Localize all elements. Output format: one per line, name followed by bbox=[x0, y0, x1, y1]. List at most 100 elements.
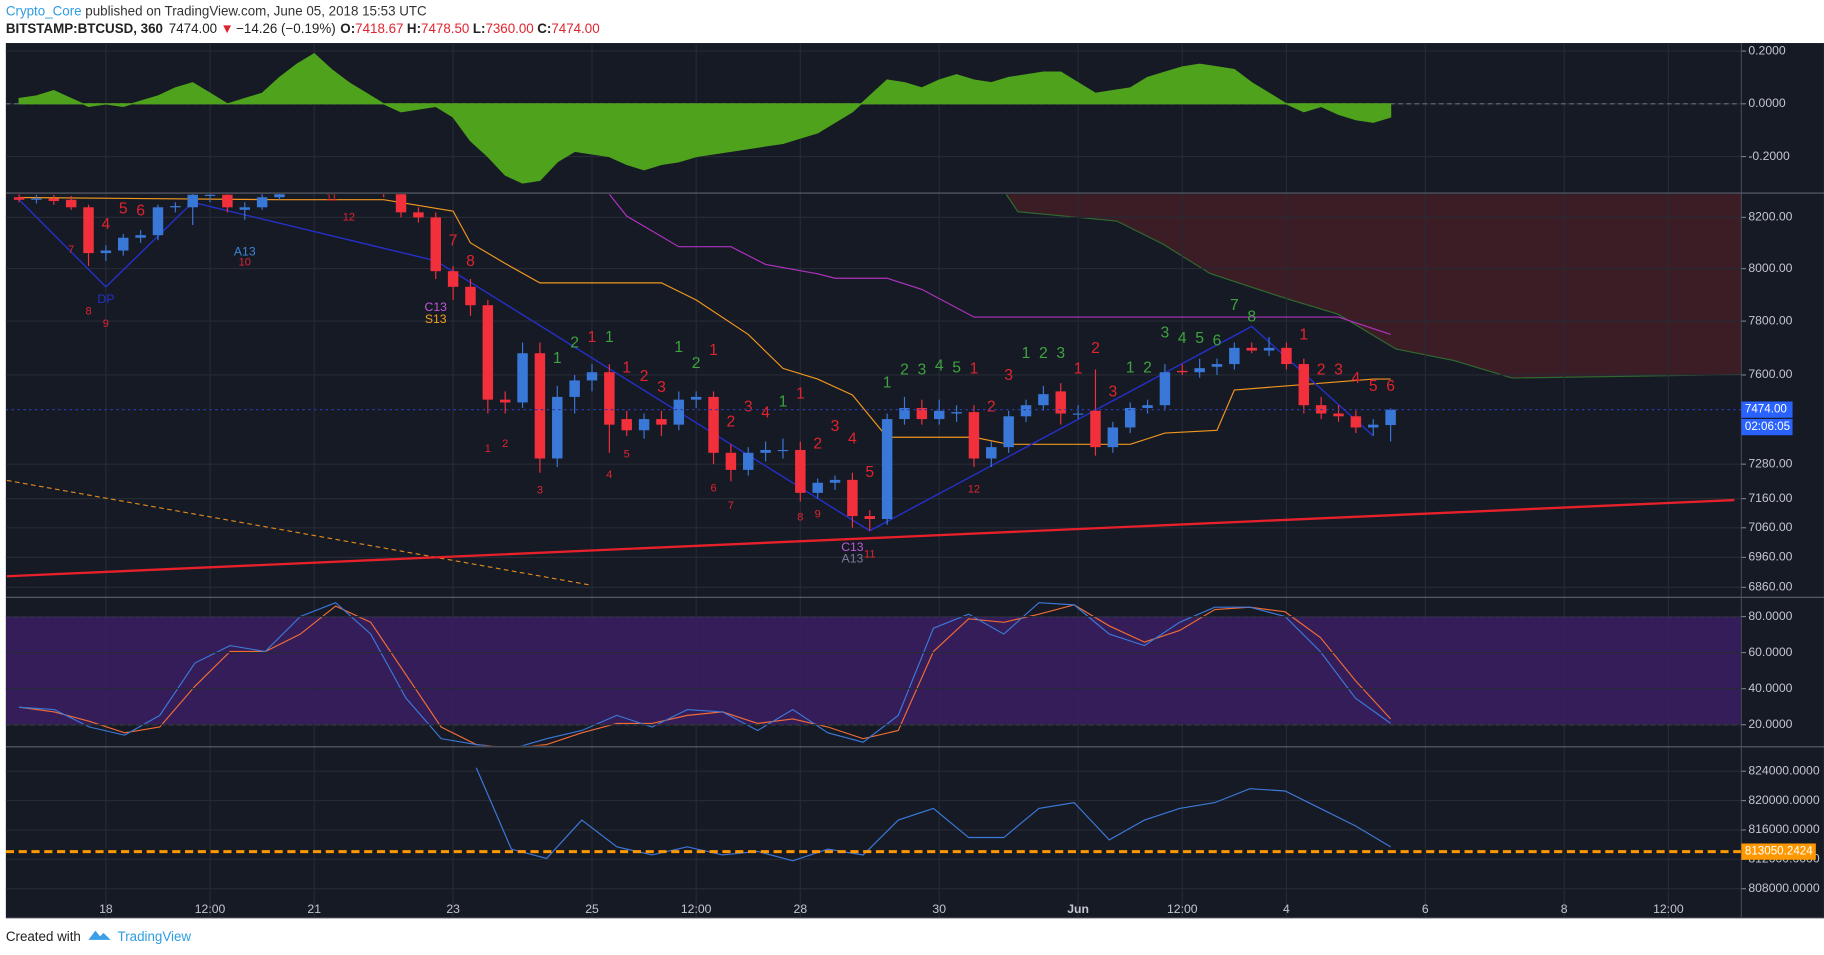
candle-body bbox=[1194, 368, 1205, 373]
buy-label: 3 bbox=[1056, 345, 1065, 362]
candle-body bbox=[1142, 405, 1153, 408]
sell-label: 7 bbox=[449, 233, 458, 250]
sell-label: 2 bbox=[813, 435, 822, 452]
published: published on TradingView.com, June 05, 2… bbox=[82, 3, 427, 18]
last: 7474.00 bbox=[169, 21, 217, 36]
arrow: ▼ bbox=[221, 21, 234, 36]
buy-label: 1 bbox=[1022, 345, 1031, 362]
last-price-tag bbox=[1741, 401, 1793, 418]
sell-label: 5 bbox=[1369, 378, 1378, 395]
y-tick-label: 7280.00 bbox=[1748, 456, 1792, 470]
y-tick-label: 0.2000 bbox=[1748, 43, 1786, 57]
time-label: 25 bbox=[585, 902, 599, 916]
symbol: BITSTAMP:BTCUSD, 360 bbox=[6, 21, 163, 36]
o-label: O: bbox=[340, 21, 355, 36]
candle-body bbox=[933, 410, 945, 420]
minor-label: 12 bbox=[968, 484, 980, 496]
marks-label: DP bbox=[97, 292, 114, 306]
footer-bg bbox=[5, 918, 1824, 955]
buy-label: 3 bbox=[917, 362, 926, 379]
minor-label: 3 bbox=[537, 485, 543, 497]
time-label: 21 bbox=[307, 902, 321, 916]
candle-body bbox=[1211, 364, 1223, 367]
candle-body bbox=[569, 380, 580, 397]
candle-body bbox=[916, 407, 928, 420]
minor-label: 1 bbox=[485, 443, 491, 455]
brand[interactable]: TradingView bbox=[118, 929, 192, 944]
buy-label: 2 bbox=[692, 355, 701, 372]
candle-body bbox=[1229, 347, 1240, 365]
author[interactable]: Crypto_Core bbox=[6, 3, 82, 18]
candle-body bbox=[482, 305, 494, 400]
y-tick-label: 0.0000 bbox=[1748, 96, 1786, 110]
buy-label: 1 bbox=[553, 350, 562, 367]
buy-label: 1 bbox=[883, 374, 892, 391]
time-label: 4 bbox=[1283, 902, 1290, 916]
candle-body bbox=[795, 449, 806, 493]
candle-body bbox=[708, 396, 719, 453]
candle-body bbox=[465, 286, 476, 306]
sell-label: 2 bbox=[727, 413, 736, 430]
candle-body bbox=[1124, 407, 1136, 428]
y-tick-label: 824000.0000 bbox=[1748, 763, 1819, 777]
candle-body bbox=[1385, 409, 1396, 426]
sell-label: 3 bbox=[831, 418, 840, 435]
dashed-line bbox=[6, 479, 593, 586]
h-label: H: bbox=[407, 21, 421, 36]
sell-label: 3 bbox=[657, 379, 666, 396]
candle-body bbox=[13, 197, 25, 200]
minor-label: 10 bbox=[239, 257, 251, 269]
countdown-tag bbox=[1741, 418, 1793, 436]
change: −14.26 (−0.19%) bbox=[236, 21, 336, 36]
candle-body bbox=[1368, 424, 1379, 428]
time-label: 6 bbox=[1422, 902, 1429, 916]
candle-body bbox=[152, 207, 164, 236]
candle-body bbox=[899, 407, 910, 420]
candle-body bbox=[447, 271, 459, 287]
candle-body bbox=[499, 399, 511, 403]
candle-body bbox=[1350, 416, 1362, 428]
pane-group bbox=[5, 53, 1742, 184]
stoch-band bbox=[5, 616, 1742, 725]
candle-body bbox=[690, 396, 702, 400]
candle-body bbox=[552, 396, 563, 459]
minor-label: 7 bbox=[728, 500, 734, 512]
candle-body bbox=[1246, 347, 1257, 351]
candle-body bbox=[743, 452, 754, 470]
minor-label: 8 bbox=[797, 511, 803, 523]
y-tick-label: 40.0000 bbox=[1748, 681, 1792, 695]
marks-label: C13 bbox=[841, 540, 864, 554]
marks-label: A13 bbox=[234, 245, 256, 259]
candle-body bbox=[135, 235, 146, 238]
candle-body bbox=[829, 479, 841, 483]
sell-label: 8 bbox=[466, 253, 475, 270]
high: 7478.50 bbox=[421, 21, 469, 36]
sell-label: 1 bbox=[709, 342, 718, 359]
candle-body bbox=[118, 237, 129, 251]
buy-label: 1 bbox=[605, 329, 614, 346]
created-with: Created with bbox=[6, 929, 81, 944]
candle-body bbox=[187, 194, 198, 208]
sell-label: 2 bbox=[987, 399, 996, 416]
level-tag bbox=[1741, 843, 1816, 860]
y-tick-label: 60.0000 bbox=[1748, 645, 1792, 659]
buy-label: 2 bbox=[900, 362, 909, 379]
time-label: 12:00 bbox=[1167, 902, 1198, 916]
candle-body bbox=[638, 419, 650, 431]
candle-body bbox=[83, 207, 94, 254]
candle-body bbox=[170, 206, 181, 208]
candle-body bbox=[239, 207, 251, 210]
candle-body bbox=[1333, 413, 1344, 417]
buy-label: 5 bbox=[952, 360, 961, 377]
candle-body bbox=[517, 353, 528, 403]
cloud-edge bbox=[1005, 193, 1742, 379]
buy-label: 1 bbox=[779, 394, 788, 411]
buy-label: 2 bbox=[1143, 360, 1152, 377]
time-label: Jun bbox=[1067, 902, 1089, 916]
sell-label: 5 bbox=[119, 200, 128, 217]
y-tick-label: 8000.00 bbox=[1748, 261, 1792, 275]
buy-label: 5 bbox=[1195, 330, 1204, 347]
minor-label: 8 bbox=[85, 305, 91, 317]
candle-body bbox=[968, 412, 980, 459]
